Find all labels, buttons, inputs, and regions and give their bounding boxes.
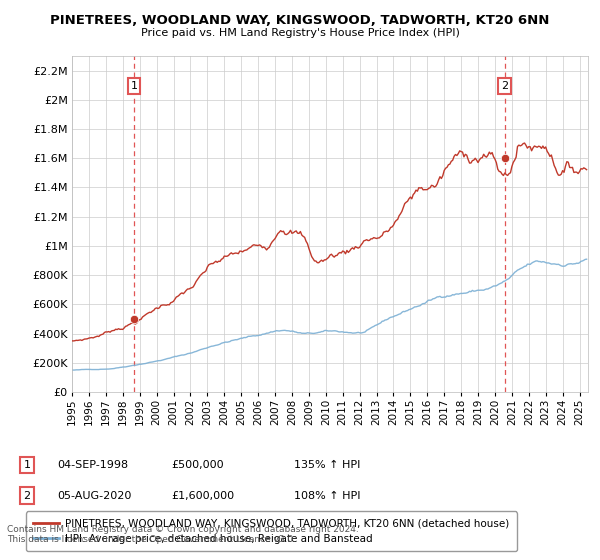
Text: 04-SEP-1998: 04-SEP-1998 (57, 460, 128, 470)
Text: Price paid vs. HM Land Registry's House Price Index (HPI): Price paid vs. HM Land Registry's House … (140, 28, 460, 38)
Text: 135% ↑ HPI: 135% ↑ HPI (294, 460, 361, 470)
Text: 2: 2 (501, 81, 508, 91)
Text: PINETREES, WOODLAND WAY, KINGSWOOD, TADWORTH, KT20 6NN: PINETREES, WOODLAND WAY, KINGSWOOD, TADW… (50, 14, 550, 27)
Text: 2: 2 (23, 491, 31, 501)
Text: Contains HM Land Registry data © Crown copyright and database right 2024.
This d: Contains HM Land Registry data © Crown c… (7, 525, 359, 544)
Text: 108% ↑ HPI: 108% ↑ HPI (294, 491, 361, 501)
Text: 05-AUG-2020: 05-AUG-2020 (57, 491, 131, 501)
Text: 1: 1 (131, 81, 137, 91)
Text: £500,000: £500,000 (171, 460, 224, 470)
Text: £1,600,000: £1,600,000 (171, 491, 234, 501)
Legend: PINETREES, WOODLAND WAY, KINGSWOOD, TADWORTH, KT20 6NN (detached house), HPI: Av: PINETREES, WOODLAND WAY, KINGSWOOD, TADW… (26, 511, 517, 551)
Text: 1: 1 (23, 460, 31, 470)
